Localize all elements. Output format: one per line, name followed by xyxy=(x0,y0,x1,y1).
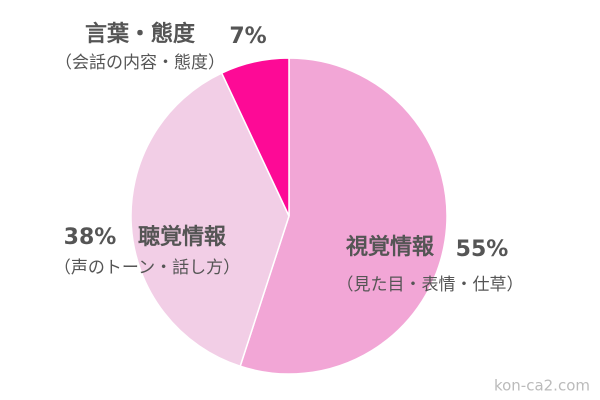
pie-slice xyxy=(239,57,448,375)
slice-sublabel: （会話の内容・態度） xyxy=(55,53,225,73)
pie-slice xyxy=(130,72,290,368)
watermark: kon-ca2.com xyxy=(494,377,590,395)
slice-sublabel: （声のトーン・話し方） xyxy=(54,258,240,278)
slice-sublabel: （見た目・表情・仕草） xyxy=(337,275,524,295)
slice-label: 聴覚情報 xyxy=(138,224,227,250)
slice-value-label: 7% xyxy=(229,24,266,49)
slice-value-label: 38% xyxy=(64,225,117,250)
pie-slice xyxy=(220,57,290,217)
slice-label: 視覚情報 xyxy=(346,234,435,260)
slice-label: 言葉・態度 xyxy=(85,21,196,47)
slice-value-label: 55% xyxy=(456,237,509,262)
